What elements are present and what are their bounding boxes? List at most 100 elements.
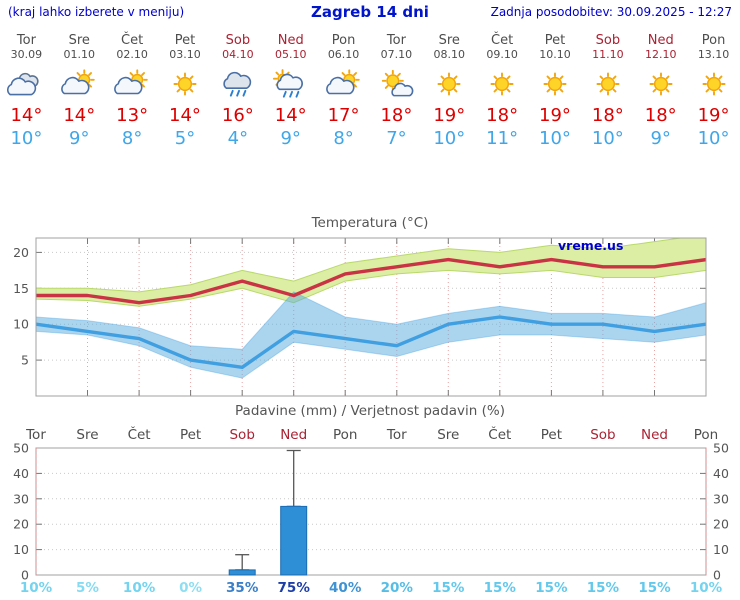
- temp-min: 9°: [69, 128, 90, 149]
- weather-icon-partly-cloudy: [114, 69, 148, 95]
- precip-ytick-right: 20: [713, 517, 729, 532]
- weather-icon-sunny: [437, 72, 461, 96]
- precip-ytick-right: 40: [713, 466, 729, 481]
- precip-day-label: Ned: [641, 427, 668, 443]
- day-column-3: Pet 03.10 14° 5°: [159, 33, 212, 151]
- day-name: Čet: [491, 33, 514, 48]
- precip-day-label: Sre: [437, 427, 459, 443]
- precip-ytick-left: 0: [21, 568, 29, 583]
- watermark: vreme.us: [558, 238, 623, 253]
- temp-max: 19°: [433, 105, 466, 126]
- day-date: 10.10: [539, 48, 571, 61]
- day-column-9: Čet 09.10 18° 11°: [476, 33, 529, 151]
- precip-day-label: Čet: [128, 425, 151, 443]
- day-date: 05.10: [274, 48, 307, 61]
- tmax-line: [36, 257, 706, 305]
- day-name: Ned: [277, 33, 304, 48]
- temp-max: 14°: [274, 105, 307, 126]
- temp-ytick-label: 10: [13, 317, 29, 332]
- precip-day-label: Tor: [386, 427, 407, 443]
- precip-whisker: [235, 554, 250, 571]
- weather-icon-cloudy: [7, 72, 40, 96]
- precip-prob-label: 15%: [587, 580, 620, 596]
- temperature-chart: 5 10 15 20 vreme.us: [13, 237, 707, 397]
- temp-min: 4°: [227, 128, 249, 149]
- temp-min: 7°: [386, 128, 407, 149]
- temp-min: 8°: [333, 128, 354, 149]
- last-update: Zadnja posodobitev: 30.09.2025 - 12:27: [490, 5, 732, 19]
- precip-ytick-left: 50: [13, 441, 29, 456]
- temp-min: 9°: [280, 128, 301, 149]
- day-column-5: Ned 05.10 14° 9°: [264, 33, 317, 151]
- precip-prob-label: 40%: [329, 580, 362, 596]
- temp-min: 10°: [10, 128, 43, 149]
- day-name: Tor: [386, 33, 406, 48]
- precip-prob-label: 15%: [484, 580, 517, 596]
- temp-plot-border: [35, 237, 707, 397]
- day-column-2: Čet 02.10 13° 8°: [106, 33, 159, 151]
- day-date: 13.10: [697, 48, 730, 61]
- precipitation-chart: Tor Sre Čet Pet Sob Ned Pon Tor Sre Čet Pet Sob Ned P…: [13, 425, 729, 596]
- day-name: Čet: [121, 33, 144, 48]
- precip-day-label: Sre: [76, 427, 98, 443]
- temp-chart-title: Temperatura (°C): [311, 215, 429, 231]
- day-column-13: Pon 13.10 19° 10°: [687, 33, 740, 151]
- weather-icon-mostly-sunny: [382, 69, 414, 97]
- day-name: Pet: [544, 33, 566, 48]
- precip-probability-labels: 10% 5% 10% 0% 35% 75% 40% 20% 15% 15% 15% 15% 15% 10%: [20, 580, 723, 596]
- weather-icon-sunny: [173, 72, 197, 96]
- precip-gridlines: [36, 447, 706, 576]
- temp-min: 10°: [591, 128, 624, 149]
- temp-max: 14°: [63, 105, 96, 126]
- precip-prob-label: 10%: [690, 580, 723, 596]
- day-name: Ned: [647, 33, 674, 48]
- temp-min: 10°: [697, 128, 730, 149]
- day-date: 12.10: [644, 48, 677, 61]
- temp-max: 18°: [591, 105, 624, 126]
- precip-bar: [228, 569, 256, 576]
- day-date: 07.10: [380, 48, 413, 61]
- weather-icon-sunny: [490, 72, 514, 96]
- temp-max: 14°: [169, 105, 201, 126]
- temp-max: 18°: [380, 105, 413, 126]
- precip-day-label: Sob: [229, 427, 254, 443]
- temp-max: 19°: [697, 105, 730, 126]
- precip-prob-label: 5%: [76, 580, 99, 596]
- precip-ytick-right: 10: [713, 542, 729, 557]
- precip-ytick-right: 0: [713, 568, 721, 583]
- precip-chart-title: Padavine (mm) / Verjetnost padavin (%): [235, 403, 505, 419]
- temp-max: 19°: [539, 105, 571, 126]
- precip-day-label: Tor: [25, 427, 46, 443]
- temp-max: 18°: [644, 105, 677, 126]
- weather-icon-sunny: [702, 72, 726, 96]
- temp-max: 14°: [10, 105, 43, 126]
- precip-day-label: Pon: [694, 427, 718, 443]
- temp-max: 13°: [116, 105, 149, 126]
- day-date: 30.09: [10, 48, 43, 61]
- precip-prob-label: 35%: [226, 580, 259, 596]
- precip-prob-label: 15%: [638, 580, 671, 596]
- precip-day-label: Ned: [280, 427, 307, 443]
- precip-day-label: Pon: [333, 427, 357, 443]
- day-name: Sob: [225, 33, 251, 48]
- temp-min: 8°: [121, 128, 143, 149]
- precip-ytick-right: 50: [713, 441, 729, 456]
- day-column-0: Tor 30.09 14° 10°: [0, 33, 53, 151]
- day-date: 03.10: [169, 48, 201, 61]
- temp-ytick-label: 15: [13, 281, 29, 296]
- precip-prob-label: 10%: [123, 580, 156, 596]
- forecast-strip: Tor 30.09 14° 10° Sre 01.10 14° 9° Čet 02.10 13° 8°…: [0, 33, 740, 151]
- precip-bar: [280, 505, 308, 576]
- precip-day-label: Pet: [180, 427, 201, 443]
- tmax-uncertainty-band: [36, 238, 706, 307]
- precip-prob-label: 15%: [535, 580, 568, 596]
- day-date: 08.10: [433, 48, 466, 61]
- day-column-8: Sre 08.10 19° 10°: [423, 33, 476, 151]
- precip-prob-label: 10%: [20, 580, 53, 596]
- temp-max: 16°: [221, 105, 254, 126]
- temp-min: 10°: [539, 128, 571, 149]
- tmin-line: [36, 315, 706, 370]
- precip-ytick-right: 30: [713, 491, 729, 506]
- precip-ytick-left: 30: [13, 491, 29, 506]
- day-column-12: Ned 12.10 18° 9°: [634, 33, 687, 151]
